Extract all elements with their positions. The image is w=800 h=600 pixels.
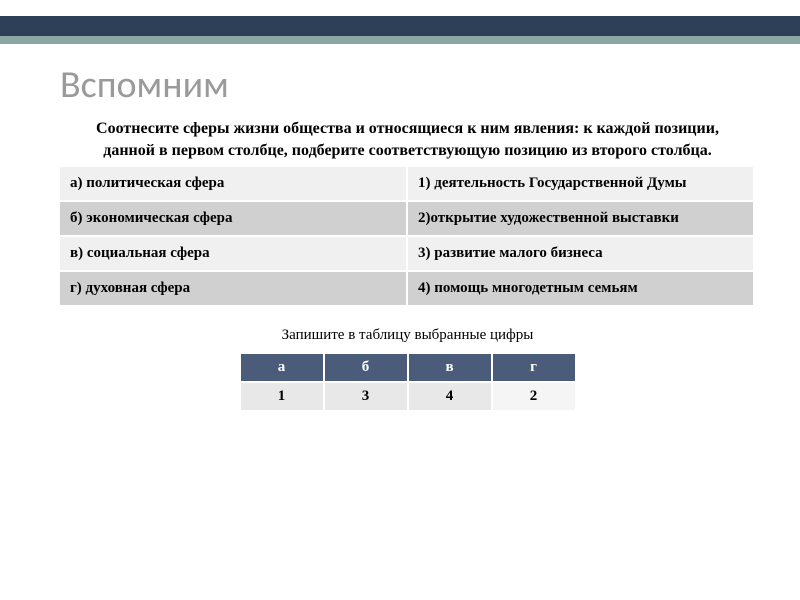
answer-header-cell: в: [408, 353, 492, 382]
answer-body-row: 1 3 4 2: [240, 382, 576, 411]
answer-value-cell: 4: [408, 382, 492, 411]
answer-value-cell: 3: [324, 382, 408, 411]
table-row: б) экономическая сфера 2)открытие художе…: [60, 201, 754, 236]
match-right-cell: 1) деятельность Государственной Думы: [407, 167, 754, 201]
answer-header-cell: г: [492, 353, 576, 382]
match-left-cell: г) духовная сфера: [60, 271, 407, 306]
note-text: Запишите в таблицу выбранные цифры: [60, 327, 755, 344]
answer-value-cell: 2: [492, 382, 576, 411]
top-stripe-teal: [0, 36, 800, 44]
top-white-bar: [0, 0, 800, 16]
match-right-cell: 2)открытие художественной выставки: [407, 201, 754, 236]
table-row: а) политическая сфера 1) деятельность Го…: [60, 167, 754, 201]
answer-header-cell: а: [240, 353, 324, 382]
table-row: в) социальная сфера 3) развитие малого б…: [60, 236, 754, 271]
matching-table: а) политическая сфера 1) деятельность Го…: [60, 167, 755, 307]
match-left-cell: б) экономическая сфера: [60, 201, 407, 236]
match-right-cell: 4) помощь многодетным семьям: [407, 271, 754, 306]
answer-table: а б в г 1 3 4 2: [239, 352, 577, 412]
match-left-cell: а) политическая сфера: [60, 167, 407, 201]
answer-header-row: а б в г: [240, 353, 576, 382]
answer-value-cell: 1: [240, 382, 324, 411]
match-right-cell: 3) развитие малого бизнеса: [407, 236, 754, 271]
content-area: Вспомним Соотнесите сферы жизни общества…: [0, 44, 800, 412]
table-row: г) духовная сфера 4) помощь многодетным …: [60, 271, 754, 306]
top-stripe-dark: [0, 16, 800, 36]
match-left-cell: в) социальная сфера: [60, 236, 407, 271]
answer-header-cell: б: [324, 353, 408, 382]
slide-title: Вспомним: [60, 62, 755, 108]
instruction-text: Соотнесите сферы жизни общества и относя…: [80, 118, 735, 161]
